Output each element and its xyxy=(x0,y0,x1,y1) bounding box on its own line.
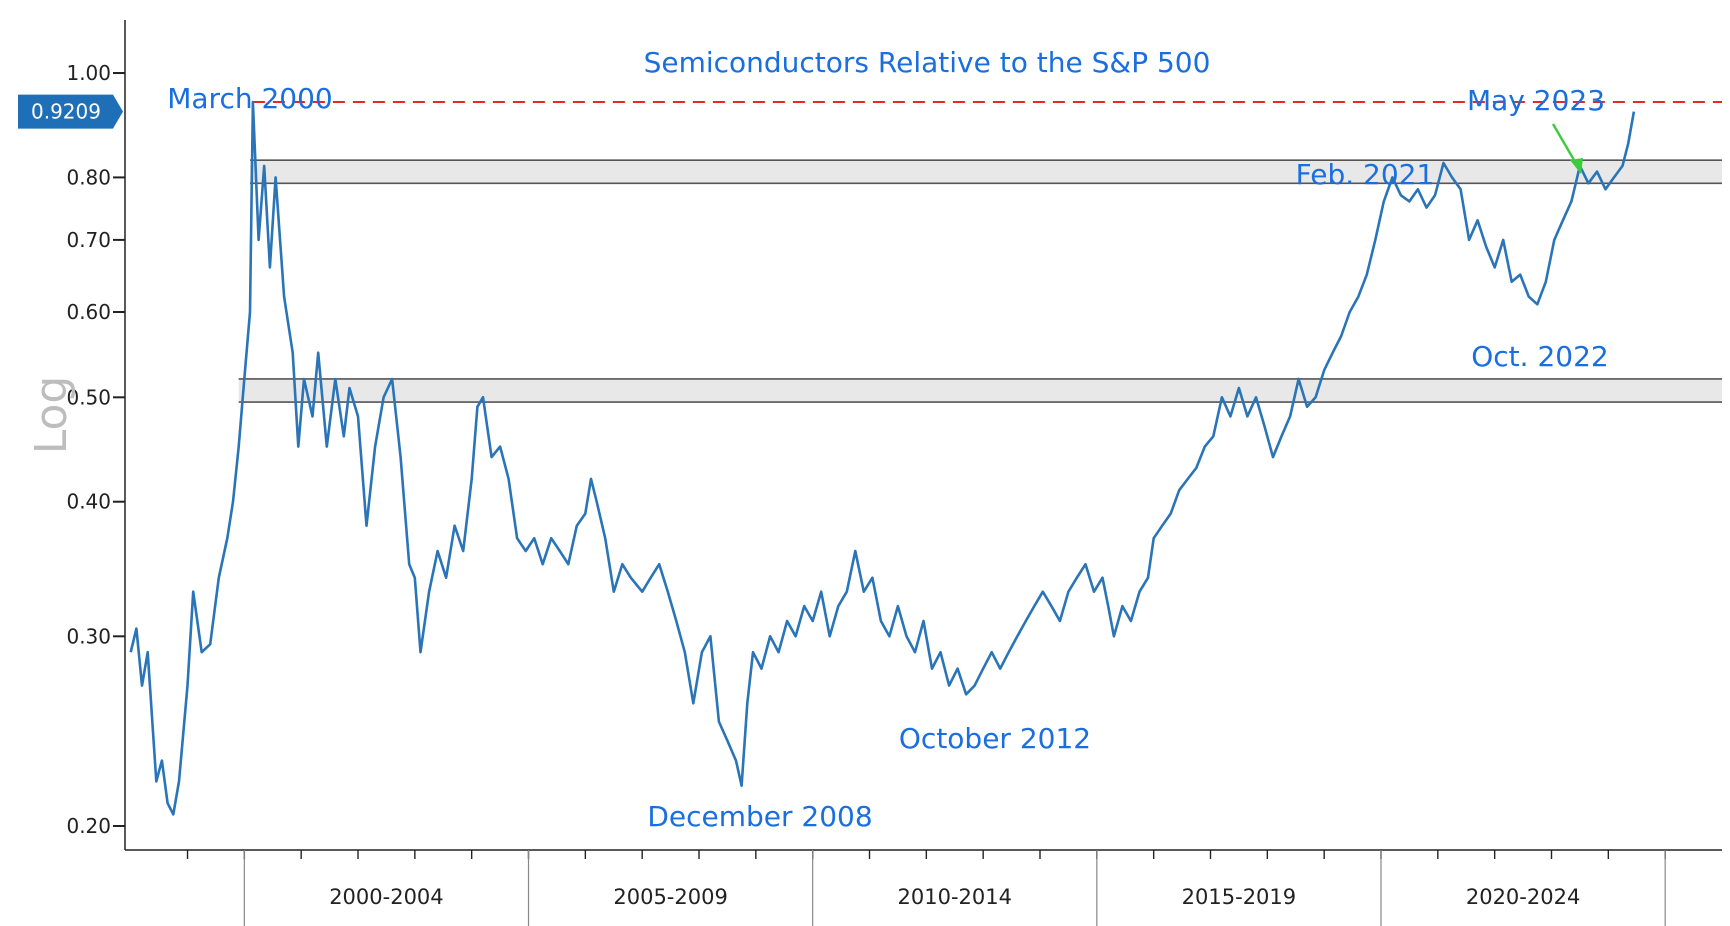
x-period-label: 2000-2004 xyxy=(329,885,443,909)
x-period-label: 2010-2014 xyxy=(898,885,1012,909)
price-band-1 xyxy=(250,160,1723,184)
y-axis-label: Log xyxy=(26,376,77,455)
y-tick-label: 0.60 xyxy=(66,300,111,324)
last-value-badge xyxy=(18,94,123,129)
y-tick-label: 1.00 xyxy=(66,61,111,85)
annotation-label: October 2012 xyxy=(899,722,1091,755)
x-period-label: 2020-2024 xyxy=(1466,885,1580,909)
y-tick-label: 0.70 xyxy=(66,228,111,252)
annotation-label: March 2000 xyxy=(167,82,333,115)
y-tick-label: 0.40 xyxy=(66,490,111,514)
annotation-label: December 2008 xyxy=(647,800,872,833)
y-tick-label: 0.80 xyxy=(66,165,111,189)
annotation-label: Feb. 2021 xyxy=(1296,158,1435,191)
annotation-label: Oct. 2022 xyxy=(1471,340,1608,373)
price-band-2 xyxy=(238,378,1722,403)
y-tick-label: 0.30 xyxy=(66,624,111,648)
x-period-label: 2005-2009 xyxy=(613,885,727,909)
may-2023-arrow-head xyxy=(1570,158,1583,174)
chart-title: Semiconductors Relative to the S&P 500 xyxy=(644,46,1211,79)
last-value-label: 0.9209 xyxy=(31,100,101,124)
series-line-1 xyxy=(129,100,1636,816)
y-tick-label: 0.50 xyxy=(66,385,111,409)
x-period-label: 2015-2019 xyxy=(1182,885,1296,909)
annotation-label: May 2023 xyxy=(1467,84,1605,117)
y-tick-label: 0.20 xyxy=(66,814,111,838)
